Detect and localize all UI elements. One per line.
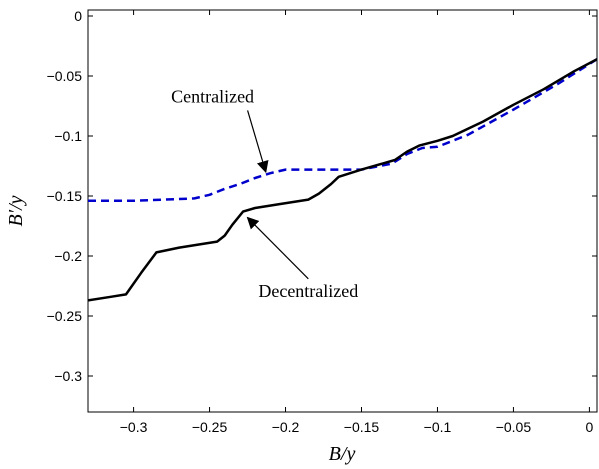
y-tick-label: −0.05 (47, 68, 83, 84)
annotation-label: Centralized (171, 86, 254, 106)
y-tick-label: −0.2 (54, 248, 82, 264)
x-axis-label: B/y (329, 443, 356, 465)
data-lines (88, 58, 597, 302)
y-tick-label: −0.1 (54, 128, 82, 144)
y-tick-label: −0.3 (54, 368, 82, 384)
y-axis-label: B′/y (5, 195, 27, 226)
y-tick-label: −0.25 (47, 308, 83, 324)
y-tick-label: −0.15 (47, 188, 83, 204)
plot-area (87, 9, 598, 413)
y-tick-label: 0 (74, 8, 82, 24)
annotations: Centralized Decentralized (171, 86, 358, 300)
x-tick-label: −0.15 (344, 419, 380, 435)
x-tick-label: −0.05 (496, 419, 532, 435)
x-tick-label: −0.2 (272, 419, 300, 435)
series-line-centralized (88, 58, 597, 203)
ticks: −0.3 −0.25 −0.2 −0.15 −0.1 −0.05 0 0 −0.05 −0.1 −0… (47, 8, 597, 435)
annotation-arrow (247, 110, 269, 174)
annotation-label: Decentralized (258, 281, 358, 301)
x-tick-label: −0.1 (424, 419, 452, 435)
x-tick-label: −0.3 (120, 419, 148, 435)
annotation-arrow (246, 216, 309, 280)
x-tick-label: 0 (586, 419, 594, 435)
x-tick-label: −0.25 (192, 419, 228, 435)
series-line-decentralized (88, 58, 597, 302)
